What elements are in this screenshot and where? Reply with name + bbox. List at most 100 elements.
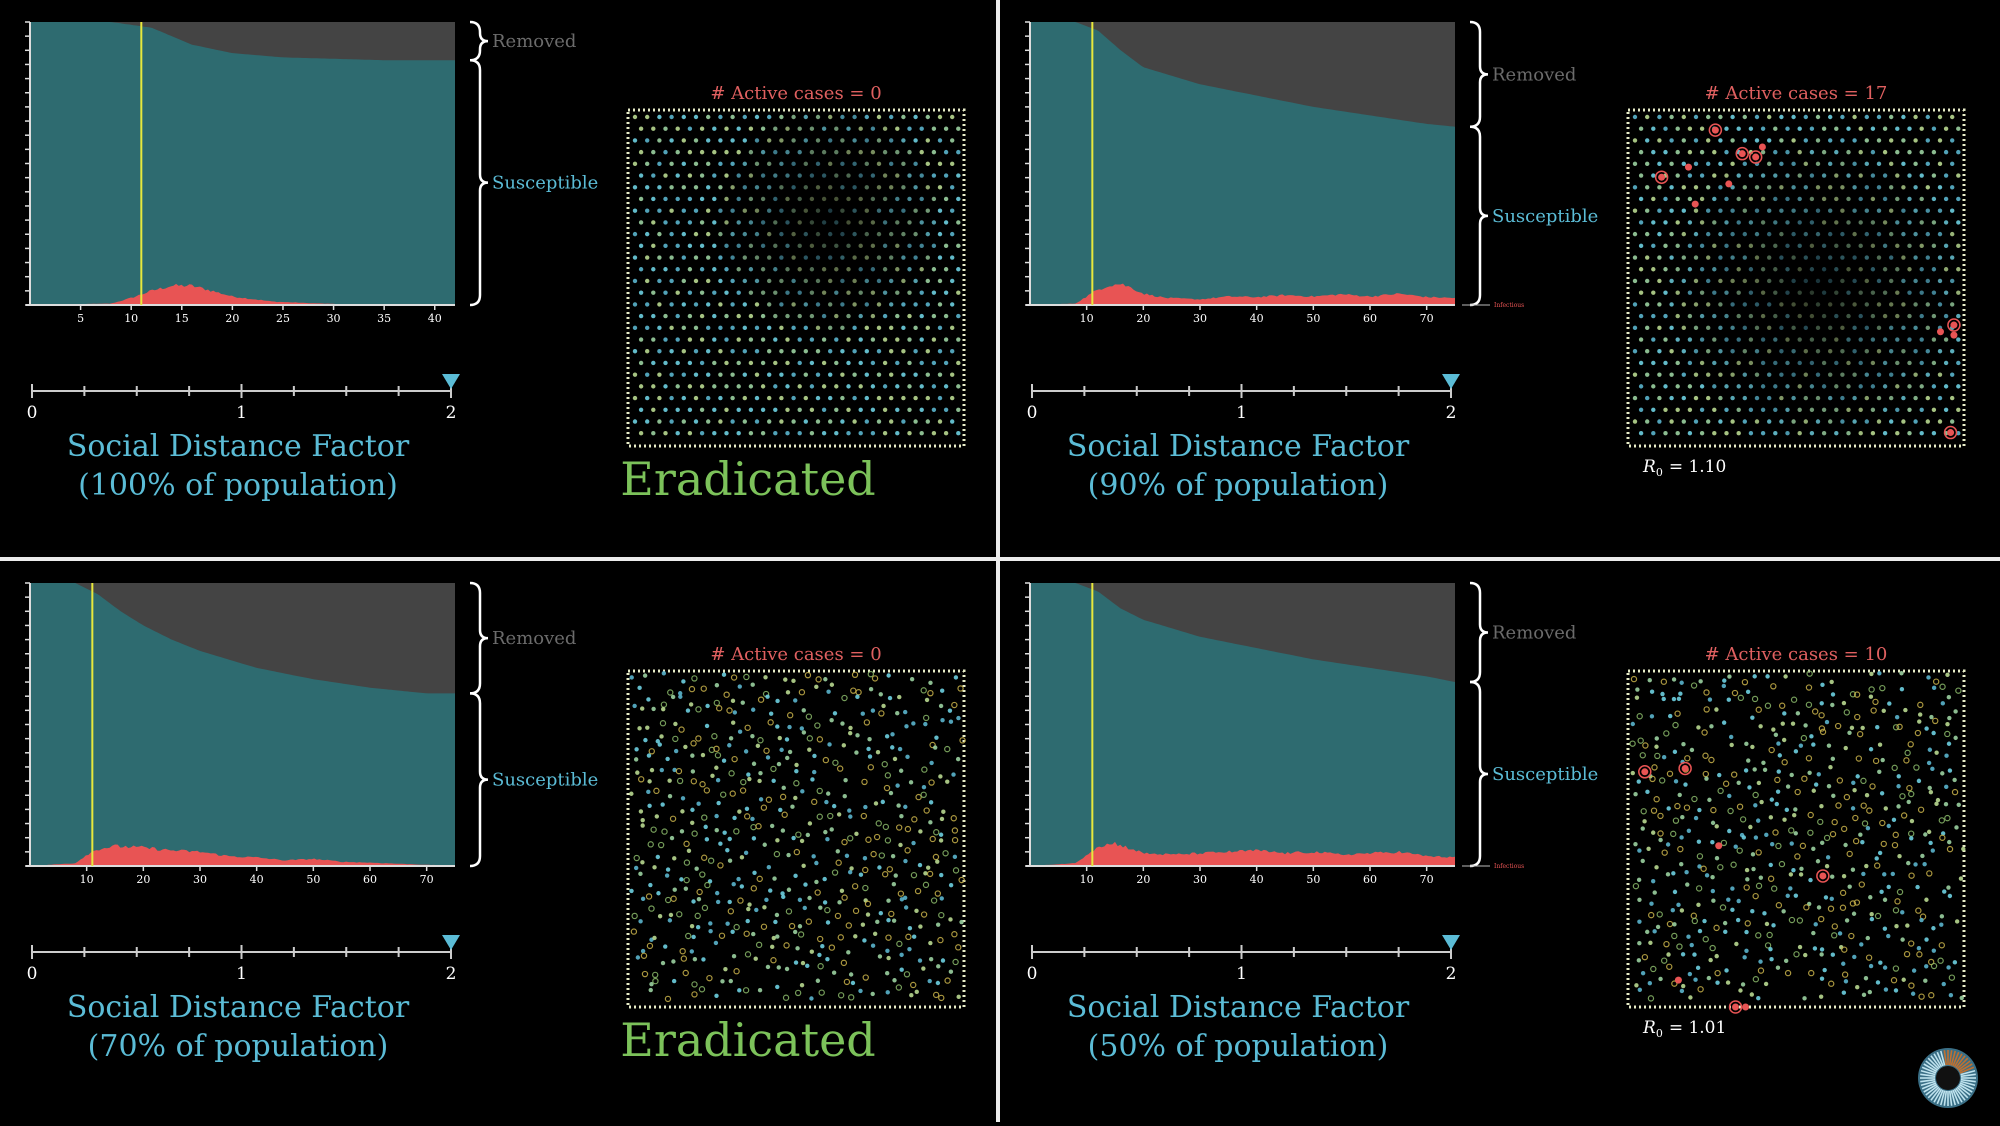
person-dot	[1858, 384, 1863, 389]
person-dot	[1654, 744, 1659, 749]
person-dot	[1889, 349, 1894, 354]
person-dot	[1638, 149, 1644, 155]
person-dot	[1637, 919, 1642, 924]
removed-dot	[1741, 678, 1749, 686]
slider-knob-icon[interactable]	[442, 374, 460, 389]
person-dot	[751, 931, 756, 937]
removed-dot	[1831, 932, 1838, 939]
person-dot	[742, 185, 747, 190]
person-dot	[1950, 255, 1955, 260]
person-dot	[890, 853, 896, 859]
person-dot	[1815, 419, 1821, 424]
person-dot	[1661, 755, 1667, 760]
person-dot	[1663, 196, 1668, 202]
person-dot	[929, 760, 934, 766]
removed-dot	[1880, 840, 1887, 848]
person-dot	[671, 978, 677, 984]
person-dot	[818, 905, 823, 910]
person-dot	[1768, 947, 1773, 952]
x-tick-label: 5	[77, 312, 84, 325]
person-dot	[803, 208, 808, 213]
factor-subtitle: (100% of population)	[78, 468, 398, 503]
person-dot	[1768, 862, 1773, 868]
person-dot	[1803, 952, 1808, 958]
person-dot	[844, 853, 850, 858]
person-dot	[1687, 384, 1693, 389]
person-dot	[1895, 173, 1900, 178]
person-dot	[1638, 313, 1644, 319]
person-dot	[1943, 407, 1949, 412]
person-dot	[718, 419, 723, 424]
person-dot	[940, 718, 945, 723]
person-dot	[937, 278, 943, 284]
person-dot	[802, 905, 807, 911]
person-dot	[748, 149, 754, 155]
person-dot	[1907, 243, 1912, 249]
person-dot	[1919, 407, 1924, 412]
person-dot	[1693, 208, 1699, 213]
person-dot	[797, 173, 802, 178]
person-dot	[760, 290, 766, 295]
person-dot	[919, 384, 924, 389]
person-dot	[1657, 325, 1662, 331]
person-dot	[742, 255, 747, 260]
person-dot	[1913, 138, 1918, 143]
removed-dot	[926, 870, 934, 878]
person-dot	[1715, 980, 1720, 985]
person-dot	[1779, 419, 1784, 424]
removed-dot	[1916, 951, 1923, 958]
person-dot	[1803, 419, 1808, 424]
person-dot	[914, 908, 919, 914]
person-dot	[1925, 419, 1930, 424]
person-dot	[950, 161, 955, 167]
person-dot	[1894, 923, 1899, 929]
removed-dot	[730, 674, 738, 681]
slider-knob-icon[interactable]	[1442, 374, 1460, 389]
removed-dot	[955, 944, 962, 951]
person-dot	[956, 149, 961, 155]
removed-dot	[1770, 885, 1778, 892]
person-dot	[1681, 372, 1686, 377]
removed-dot	[1730, 861, 1737, 868]
person-dot	[1748, 243, 1754, 249]
person-dot	[779, 278, 784, 284]
person-dot	[822, 900, 828, 905]
removed-dot	[1767, 875, 1775, 882]
person-dot	[1697, 928, 1703, 934]
person-dot	[1812, 946, 1818, 951]
person-dot	[760, 337, 766, 342]
person-dot	[736, 337, 741, 342]
person-dot	[765, 694, 770, 699]
person-dot	[1809, 243, 1815, 249]
slider-knob-icon[interactable]	[1442, 935, 1460, 950]
person-dot	[924, 697, 930, 703]
person-dot	[797, 220, 802, 225]
person-dot	[748, 337, 754, 342]
person-dot	[797, 924, 803, 929]
person-dot	[1809, 220, 1815, 225]
person-dot	[1779, 325, 1784, 331]
removed-dot	[1709, 944, 1716, 952]
person-dot	[1889, 208, 1894, 213]
person-dot	[779, 325, 784, 331]
person-dot	[1956, 173, 1961, 178]
person-dot	[858, 149, 863, 155]
person-dot	[895, 290, 900, 295]
person-dot	[760, 384, 766, 389]
removed-dot	[841, 694, 848, 702]
person-dot	[1901, 977, 1906, 982]
person-dot	[1676, 902, 1681, 908]
person-dot	[1730, 161, 1735, 167]
person-dot	[1788, 886, 1793, 891]
person-dot	[834, 243, 839, 249]
person-dot	[1808, 877, 1813, 883]
person-dot	[718, 841, 723, 846]
person-dot	[1744, 741, 1749, 747]
person-dot	[1889, 185, 1894, 190]
removed-dot	[1839, 889, 1847, 897]
person-dot	[791, 395, 796, 401]
slider-knob-icon[interactable]	[442, 935, 460, 950]
person-dot	[730, 114, 735, 120]
person-dot	[943, 149, 949, 155]
removed-dot	[816, 787, 823, 795]
